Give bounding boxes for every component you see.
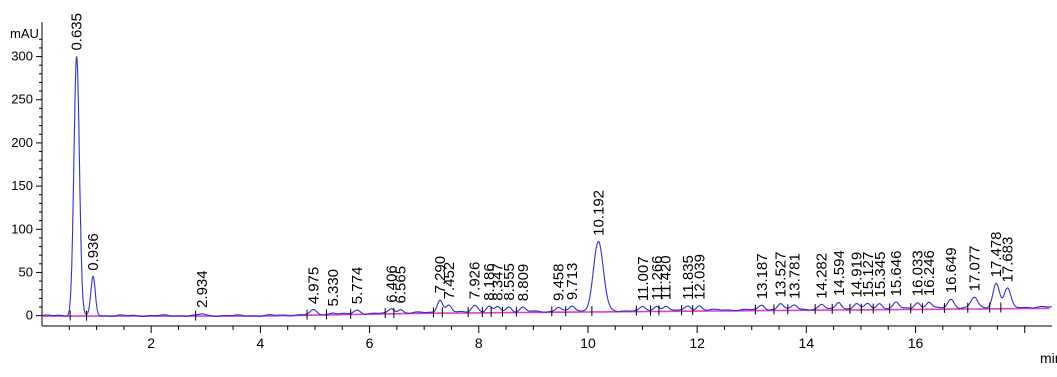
peak-label: 15.127: [860, 252, 877, 298]
y-tick-label: 300: [11, 49, 33, 64]
axes: 0 50 100 150 200 250 300 2 4 6 8 10 12 14 16: [11, 22, 1052, 351]
peak-label: 6.406: [384, 265, 401, 303]
peak-labels-group: 0.635 0.936 2.934 4.975 5.330 5.774 6.4066.565…: [69, 13, 1016, 321]
peak-label: 16.246: [921, 250, 938, 296]
peak-label: 10.192: [590, 190, 607, 236]
y-tick-label: 100: [11, 221, 33, 236]
peak-label: 5.774: [349, 267, 366, 305]
peak-label: 7.290: [432, 256, 449, 294]
peak-label: 6.565: [392, 266, 409, 304]
peak-label: 17.077: [966, 245, 983, 291]
peak-label: 8.809: [515, 264, 532, 302]
peak-label: 17.683: [999, 237, 1016, 283]
peak-label: 8.555: [501, 263, 518, 301]
peak-label: 15.646: [888, 251, 905, 297]
peak-label: 11.266: [649, 255, 666, 300]
trace-group: [42, 56, 1052, 318]
y-tick-label: 250: [11, 92, 33, 107]
y-tick-label: 50: [19, 264, 33, 279]
peak-label: 8.347: [490, 263, 507, 301]
x-tick-label: 12: [689, 335, 705, 351]
peak-label: 4.975: [306, 267, 323, 305]
x-tick-label: 2: [147, 335, 155, 351]
peak-label: 14.282: [814, 253, 831, 299]
peak-label: 14.919: [848, 252, 865, 298]
x-axis-label: min: [1040, 350, 1057, 366]
peak-label: 11.007: [635, 256, 652, 301]
x-tick-label: 10: [580, 335, 596, 351]
peak-label: 13.187: [754, 253, 771, 299]
y-tick-label: 150: [11, 178, 33, 193]
x-tick-label: 8: [475, 335, 483, 351]
peak-label: 16.649: [943, 247, 960, 293]
y-axis-label: mAU: [10, 26, 39, 41]
peak-label: 13.527: [772, 252, 789, 298]
y-tick-label: 200: [11, 135, 33, 150]
chromatogram-trace: [42, 56, 1052, 318]
peak-label: 11.420: [658, 255, 675, 300]
peak-label: 7.452: [441, 262, 458, 300]
y-tick-label: 0: [26, 308, 33, 323]
x-tick-label: 6: [366, 335, 374, 351]
peak-label: 17.478: [988, 232, 1005, 278]
peak-label: 2.934: [194, 270, 211, 308]
peak-label: 13.781: [786, 253, 803, 299]
x-tick-label: 4: [256, 335, 264, 351]
x-tick-label: 14: [799, 335, 815, 351]
peak-label: 9.713: [564, 263, 581, 301]
peak-label: 12.039: [691, 254, 708, 300]
peak-label: 11.835: [680, 255, 697, 300]
x-tick-label: 16: [908, 335, 924, 351]
peak-label: 0.635: [69, 13, 86, 51]
peak-label: 0.936: [85, 233, 102, 271]
peak-label: 14.594: [831, 250, 848, 296]
peak-label: 5.330: [325, 269, 342, 307]
peak-label: 8.186: [481, 263, 498, 301]
peak-label: 16.033: [909, 250, 926, 296]
peak-label: 7.926: [467, 262, 484, 300]
peak-label: 9.458: [550, 263, 567, 301]
peak-label: 15.345: [872, 252, 889, 298]
